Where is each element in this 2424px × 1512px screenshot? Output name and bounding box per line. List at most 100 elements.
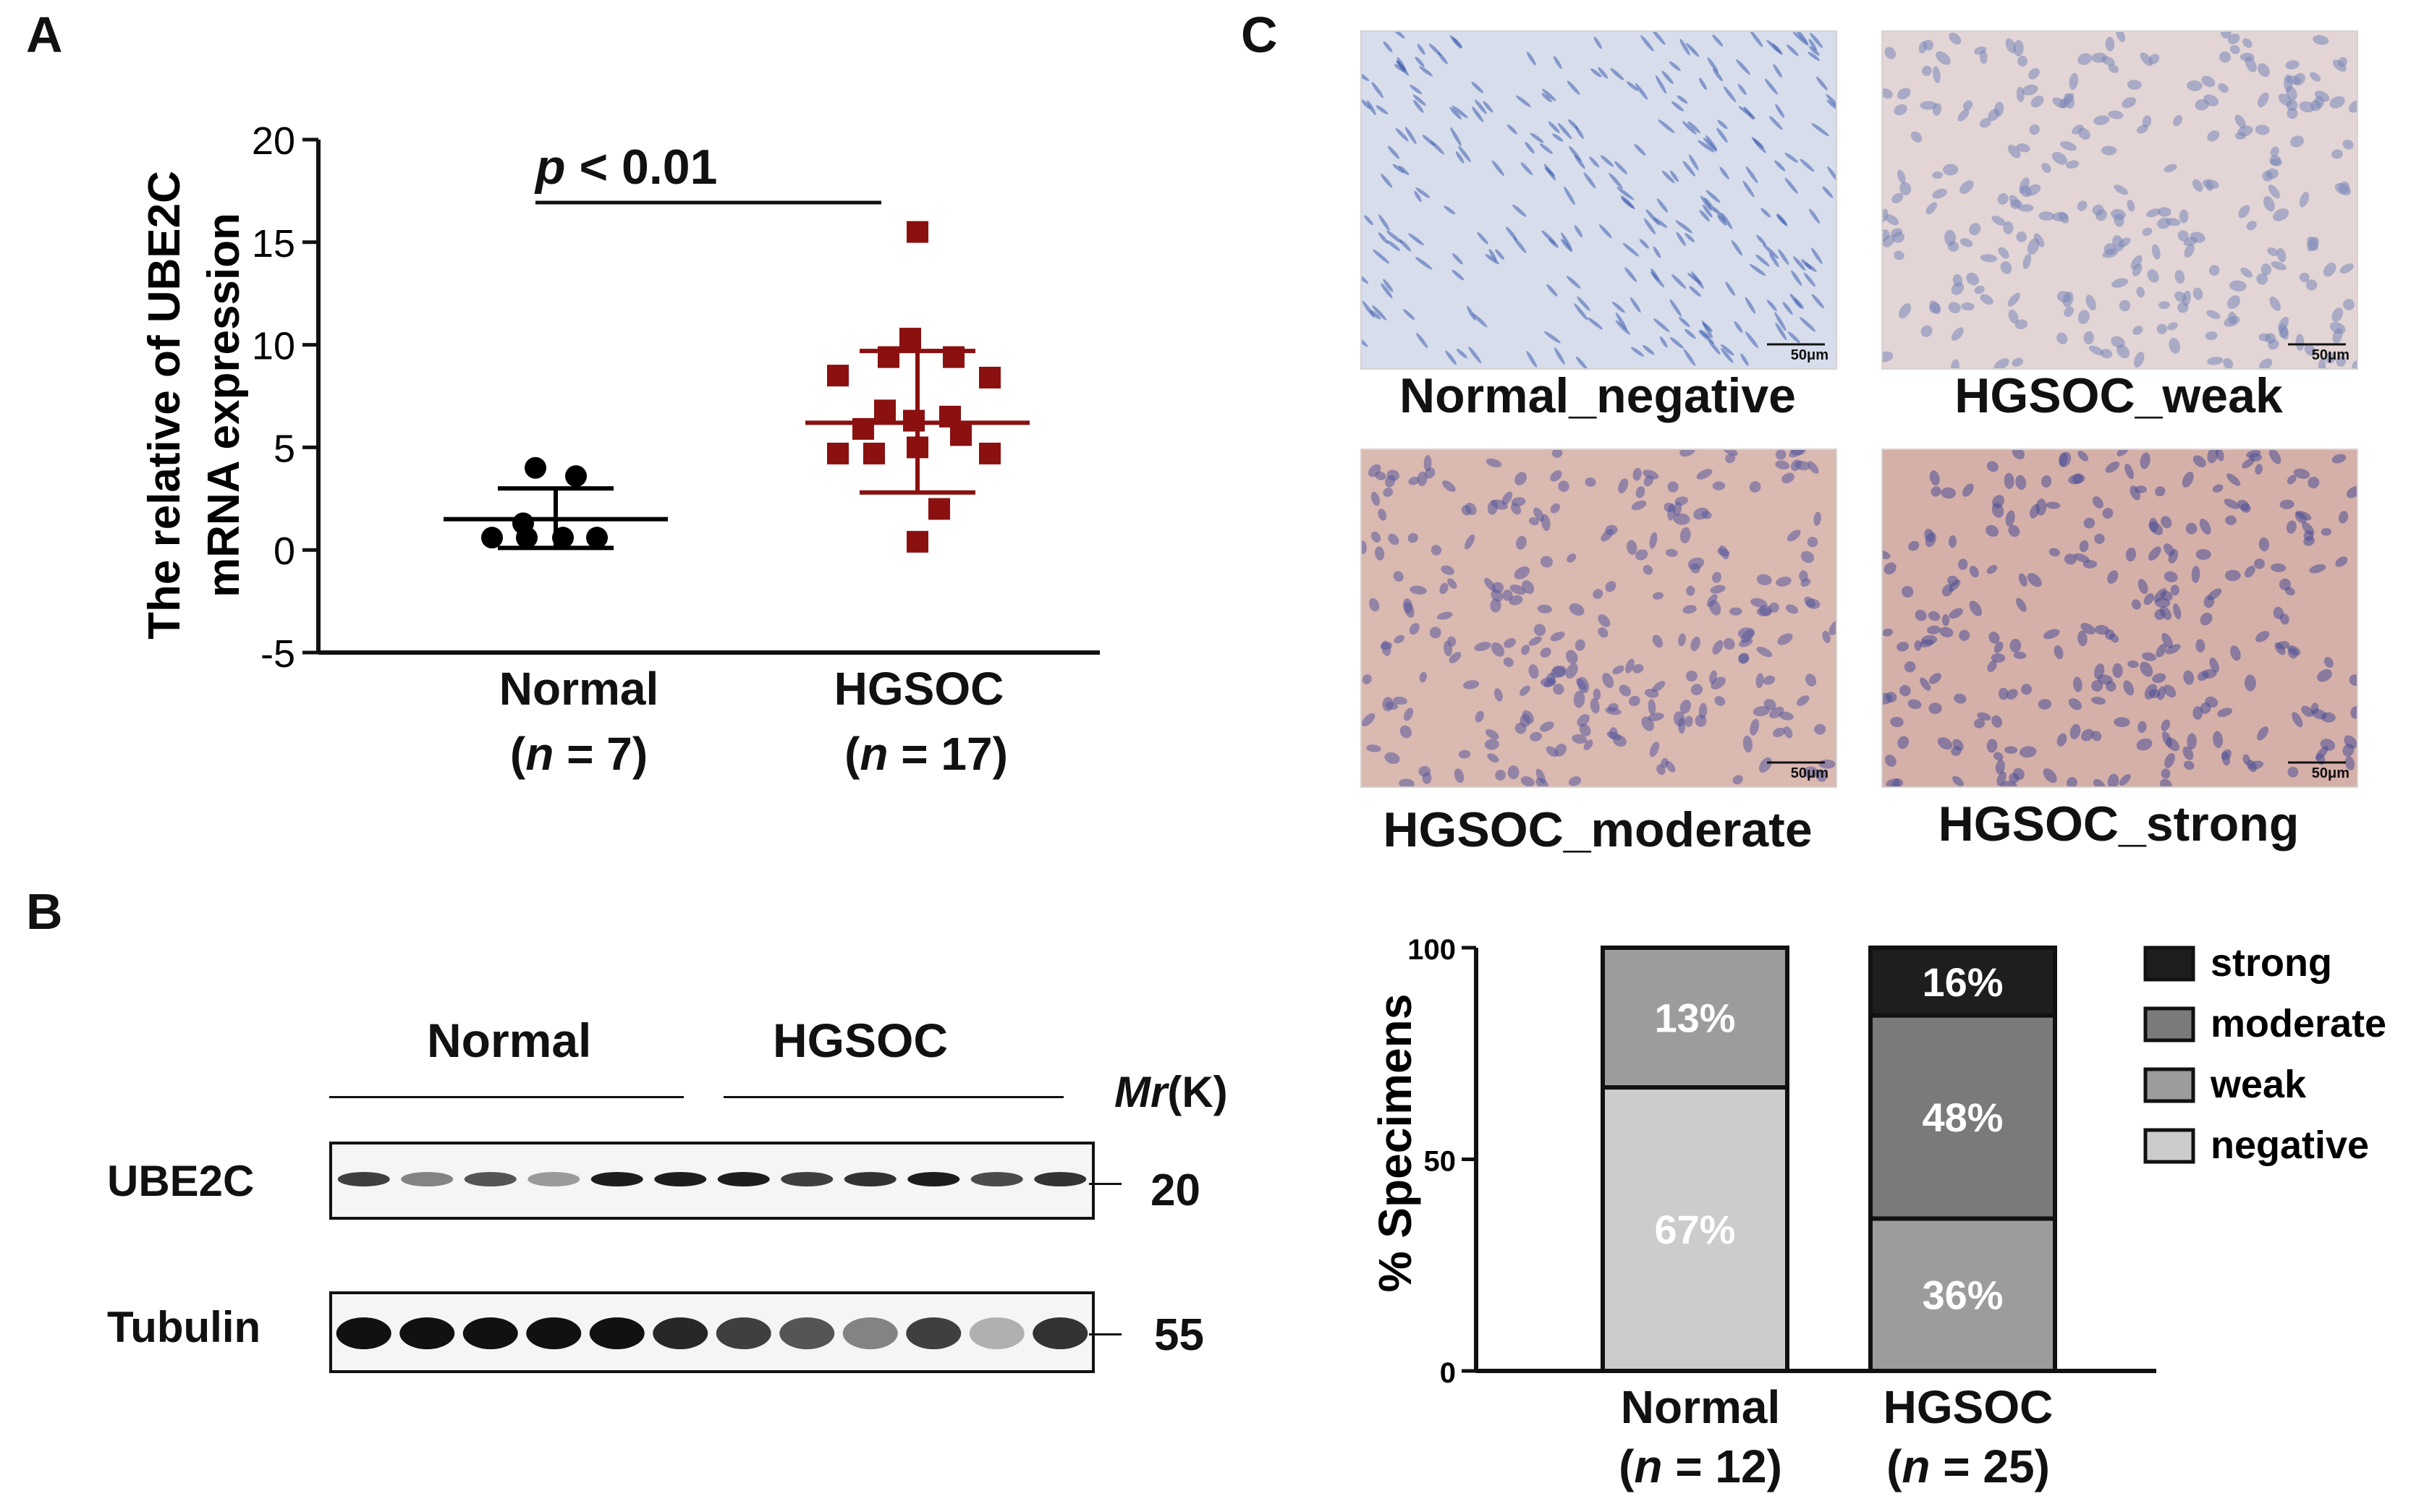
cell-nucleus xyxy=(2205,180,2213,192)
cell-nucleus xyxy=(2299,272,2310,283)
cell-nucleus xyxy=(1541,230,1556,245)
cell-nucleus xyxy=(1574,303,1588,320)
cell-nucleus xyxy=(1573,690,1585,708)
cell-nucleus xyxy=(2305,279,2318,291)
cell-nucleus xyxy=(2287,647,2298,659)
cell-nucleus xyxy=(1804,596,1815,608)
cell-nucleus xyxy=(1652,592,1664,600)
cell-nucleus xyxy=(2271,563,2287,572)
cell-nucleus xyxy=(1526,51,1536,66)
cell-nucleus xyxy=(1441,565,1454,575)
cell-nucleus xyxy=(1605,524,1618,535)
cell-nucleus xyxy=(2224,498,2239,509)
cell-nucleus xyxy=(2052,97,2067,109)
cell-nucleus xyxy=(1999,687,2009,700)
cell-nucleus xyxy=(1959,180,1974,195)
hgsoc-point xyxy=(878,346,899,368)
cell-nucleus xyxy=(1696,469,1713,480)
cell-nucleus xyxy=(1800,317,1816,332)
cell-nucleus xyxy=(1449,106,1462,120)
cell-nucleus xyxy=(1941,487,1956,499)
cell-nucleus xyxy=(1974,285,1985,294)
cell-nucleus xyxy=(1649,532,1658,549)
cell-nucleus xyxy=(2097,674,2113,685)
blot-band-ube2c xyxy=(654,1172,707,1186)
cell-nucleus xyxy=(1980,294,1993,305)
cell-nucleus xyxy=(1417,43,1425,55)
cell-nucleus xyxy=(2006,689,2018,700)
cell-nucleus xyxy=(1920,101,1937,110)
group-n-hgsoc: (n = 17) xyxy=(844,728,1008,780)
cell-nucleus xyxy=(1974,718,1986,729)
cell-nucleus xyxy=(1782,302,1793,315)
cell-nucleus xyxy=(1370,531,1381,543)
cell-nucleus xyxy=(2195,639,2205,653)
cell-nucleus xyxy=(1386,470,1400,481)
cell-nucleus xyxy=(1800,551,1815,564)
hgsoc-point xyxy=(907,530,928,553)
cell-nucleus xyxy=(2077,630,2088,647)
cell-nucleus xyxy=(2132,326,2143,335)
blot-band-tubulin xyxy=(526,1317,582,1349)
cell-nucleus xyxy=(2238,205,2250,218)
cell-nucleus xyxy=(1399,165,1410,176)
cell-nucleus xyxy=(1393,696,1407,705)
cell-nucleus xyxy=(2016,143,2030,153)
cell-nucleus xyxy=(1807,536,1818,548)
cell-nucleus xyxy=(2336,355,2347,367)
cell-nucleus xyxy=(1897,169,1906,184)
cell-nucleus xyxy=(2012,450,2025,459)
scatter-y-tick-label: 20 xyxy=(252,119,295,163)
cell-nucleus xyxy=(1656,764,1666,776)
cell-nucleus xyxy=(1929,470,1940,486)
cell-nucleus xyxy=(1684,328,1696,339)
cell-nucleus xyxy=(1373,249,1390,264)
hgsoc-point xyxy=(827,442,849,464)
cell-nucleus xyxy=(1669,336,1684,349)
cell-nucleus xyxy=(2307,237,2319,252)
cell-nucleus xyxy=(2161,768,2171,779)
cell-nucleus xyxy=(2273,208,2289,221)
cell-nucleus xyxy=(2258,92,2269,108)
cell-nucleus xyxy=(2008,309,2019,324)
cell-nucleus xyxy=(2094,533,2105,544)
panel-letter-b: B xyxy=(26,883,63,940)
cell-nucleus xyxy=(1394,634,1405,644)
cell-nucleus xyxy=(1528,517,1539,526)
cell-nucleus xyxy=(1650,268,1659,281)
cell-nucleus xyxy=(1380,642,1393,650)
cell-nucleus xyxy=(1386,230,1403,244)
cell-nucleus xyxy=(2249,453,2262,462)
cell-nucleus xyxy=(2127,200,2135,212)
cell-nucleus xyxy=(2048,548,2061,557)
scale-bar-label: 50μm xyxy=(1790,347,1828,363)
cell-nucleus xyxy=(1632,663,1644,674)
cell-nucleus xyxy=(1720,344,1734,356)
cell-nucleus xyxy=(2287,766,2299,778)
cell-nucleus xyxy=(1381,174,1393,188)
tissue-background xyxy=(1883,32,2357,368)
cell-nucleus xyxy=(2292,712,2303,728)
cell-nucleus xyxy=(1808,208,1821,224)
cell-nucleus xyxy=(1803,272,1816,287)
cell-nucleus xyxy=(1393,571,1404,582)
cell-nucleus xyxy=(1652,681,1666,692)
cell-nucleus xyxy=(1723,637,1735,650)
cell-nucleus xyxy=(1986,565,1998,574)
cell-nucleus xyxy=(1719,166,1729,179)
blot-row-label-ube2c: UBE2C xyxy=(107,1157,255,1205)
cell-nucleus xyxy=(2205,331,2218,340)
cell-nucleus xyxy=(1530,731,1543,742)
cell-nucleus xyxy=(1543,163,1556,181)
cell-nucleus xyxy=(1362,336,1368,347)
bar-segment-strong xyxy=(1868,946,2057,1018)
cell-nucleus xyxy=(2114,213,2124,227)
cell-nucleus xyxy=(2192,455,2206,468)
cell-nucleus xyxy=(1690,636,1700,652)
cell-nucleus xyxy=(1388,533,1399,545)
cell-nucleus xyxy=(2286,85,2297,101)
cell-nucleus xyxy=(1378,232,1389,245)
hgsoc-point xyxy=(979,442,1001,464)
cell-nucleus xyxy=(1768,116,1783,130)
cell-nucleus xyxy=(1414,190,1422,203)
